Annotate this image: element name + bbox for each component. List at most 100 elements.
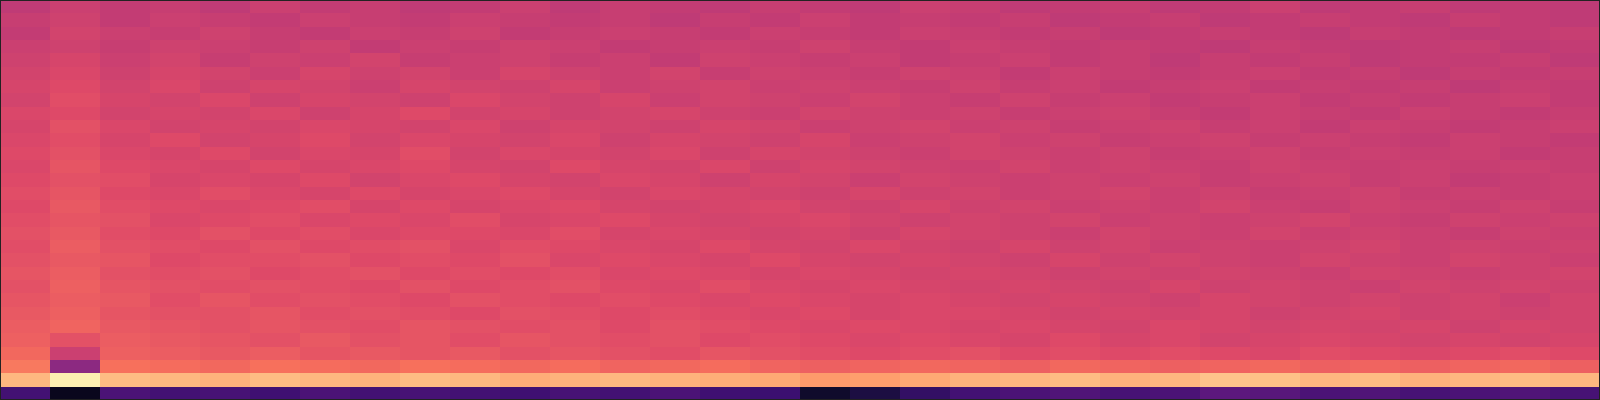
heatmap-cell [800, 40, 851, 54]
heatmap-cell [250, 13, 301, 27]
heatmap-cell [1400, 173, 1451, 187]
heatmap-cell [600, 307, 651, 321]
heatmap-cell [1400, 267, 1451, 281]
heatmap-cell [150, 173, 201, 187]
heatmap-cell [750, 67, 801, 81]
heatmap-cell [1050, 227, 1101, 241]
heatmap-cell [650, 80, 701, 94]
heatmap-cell [0, 187, 51, 201]
heatmap-cell [850, 387, 901, 400]
heatmap-cell [850, 240, 901, 254]
heatmap-cell [1550, 173, 1600, 187]
heatmap-cell [1200, 133, 1251, 147]
heatmap-cell [1000, 200, 1051, 214]
heatmap-cell [1100, 347, 1151, 361]
heatmap-cell [50, 200, 101, 214]
heatmap-cell [450, 27, 501, 41]
heatmap-cell [1100, 360, 1151, 374]
heatmap-cell [1300, 133, 1351, 147]
heatmap-cell [350, 173, 401, 187]
heatmap-cell [650, 0, 701, 14]
heatmap-cell [400, 200, 451, 214]
heatmap-cell [100, 80, 151, 94]
heatmap-cell [1350, 40, 1401, 54]
heatmap-cell [1200, 173, 1251, 187]
heatmap-cell [1300, 347, 1351, 361]
heatmap-cell [1450, 187, 1501, 201]
heatmap-cell [1550, 67, 1600, 81]
heatmap-cell [700, 267, 751, 281]
heatmap-cell [1400, 67, 1451, 81]
heatmap-cell [1250, 133, 1301, 147]
heatmap-cell [1350, 107, 1401, 121]
heatmap-cell [0, 67, 51, 81]
heatmap-cell [850, 107, 901, 121]
heatmap-cell [600, 53, 651, 67]
heatmap-cell [300, 267, 351, 281]
heatmap-cell [200, 13, 251, 27]
heatmap-cell [1100, 80, 1151, 94]
heatmap-cell [250, 53, 301, 67]
heatmap-cell [50, 253, 101, 267]
heatmap-cell [450, 173, 501, 187]
heatmap-cell [1100, 187, 1151, 201]
heatmap-cell [1350, 347, 1401, 361]
heatmap-cell [750, 387, 801, 400]
heatmap-cell [1450, 267, 1501, 281]
heatmap-cell [900, 387, 951, 400]
heatmap-cell [1050, 387, 1101, 400]
heatmap-cell [1100, 173, 1151, 187]
heatmap-cell [1100, 27, 1151, 41]
heatmap-cell [1250, 107, 1301, 121]
heatmap-cell [0, 227, 51, 241]
heatmap-cell [750, 160, 801, 174]
heatmap-cell [500, 187, 551, 201]
heatmap-cell [700, 347, 751, 361]
heatmap-cell [850, 160, 901, 174]
heatmap-cell [200, 253, 251, 267]
heatmap-cell [1350, 53, 1401, 67]
heatmap-cell [50, 147, 101, 161]
heatmap-cell [600, 200, 651, 214]
heatmap-cell [1050, 200, 1101, 214]
heatmap-cell [900, 240, 951, 254]
heatmap-cell [1150, 187, 1201, 201]
heatmap-cell [700, 187, 751, 201]
heatmap-cell [150, 280, 201, 294]
heatmap-cell [1300, 120, 1351, 134]
heatmap-cell [600, 387, 651, 400]
heatmap-cell [1050, 333, 1101, 347]
heatmap-cell [550, 0, 601, 14]
heatmap-cell [50, 80, 101, 94]
heatmap-cell [1100, 147, 1151, 161]
heatmap-cell [700, 107, 751, 121]
heatmap-cell [100, 120, 151, 134]
heatmap-cell [1450, 227, 1501, 241]
heatmap-cell [50, 227, 101, 241]
heatmap-cell [1300, 387, 1351, 400]
heatmap-cell [150, 147, 201, 161]
heatmap-cell [1550, 40, 1600, 54]
heatmap-cell [1400, 93, 1451, 107]
heatmap-cell [1400, 147, 1451, 161]
heatmap-cell [1000, 173, 1051, 187]
heatmap-cell [450, 0, 501, 14]
heatmap-cell [550, 347, 601, 361]
heatmap-cell [150, 227, 201, 241]
heatmap-cell [750, 40, 801, 54]
heatmap-cell [450, 53, 501, 67]
heatmap-cell [450, 93, 501, 107]
heatmap-cell [50, 40, 101, 54]
heatmap-cell [100, 40, 151, 54]
heatmap-cell [1550, 27, 1600, 41]
heatmap-cell [300, 253, 351, 267]
heatmap-cell [1250, 173, 1301, 187]
heatmap-cell [500, 147, 551, 161]
heatmap-cell [0, 240, 51, 254]
heatmap-cell [450, 80, 501, 94]
heatmap-cell [1450, 80, 1501, 94]
heatmap-cell [700, 213, 751, 227]
heatmap-cell [400, 320, 451, 334]
heatmap-cell [350, 280, 401, 294]
heatmap-cell [100, 213, 151, 227]
